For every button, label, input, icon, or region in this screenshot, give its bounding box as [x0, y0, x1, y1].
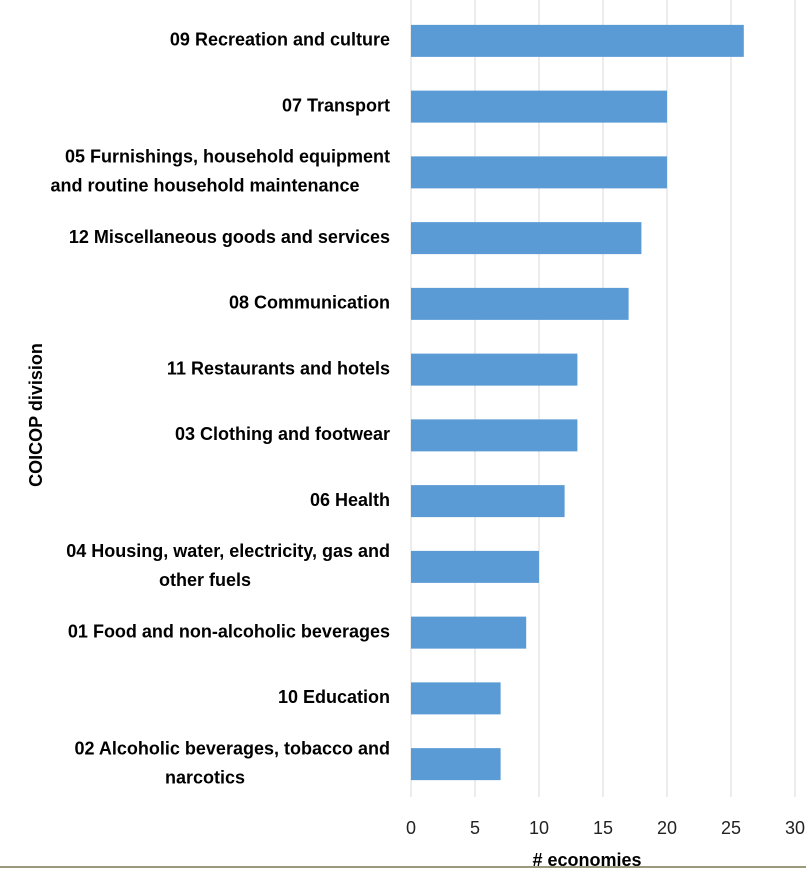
y-tick-label: 04 Housing, water, electricity, gas and — [66, 541, 390, 561]
bar — [411, 550, 539, 583]
bar — [411, 222, 642, 255]
x-axis-title: # economies — [532, 850, 641, 870]
y-tick-label: 06 Health — [310, 490, 390, 510]
y-tick-label: 09 Recreation and culture — [170, 30, 390, 50]
plot: 0 5 10 15 20 25 30 09 Recreation and culture 07 … — [50, 0, 805, 838]
y-tick-label: and routine household maintenance — [50, 176, 359, 196]
x-tick-label: 25 — [721, 818, 741, 838]
bar — [411, 287, 629, 320]
x-tick-label: 10 — [529, 818, 549, 838]
bar — [411, 90, 667, 123]
y-tick-label: 03 Clothing and footwear — [175, 424, 390, 444]
y-tick-label: 02 Alcoholic beverages, tobacco and — [75, 738, 390, 758]
bar — [411, 353, 578, 386]
x-tick-label: 30 — [785, 818, 805, 838]
x-tick-label: 20 — [657, 818, 677, 838]
y-tick-label: 08 Communication — [229, 293, 390, 313]
x-tick-label: 5 — [470, 818, 480, 838]
y-tick-label: 11 Restaurants and hotels — [167, 358, 390, 378]
bar — [411, 616, 527, 649]
y-tick-label: narcotics — [165, 767, 245, 787]
bar — [411, 682, 501, 715]
y-tick-label: 10 Education — [278, 687, 390, 707]
y-tick-label: 12 Miscellaneous goods and services — [69, 227, 390, 247]
y-tick-label: other fuels — [159, 570, 251, 590]
bar — [411, 485, 565, 518]
x-tick-label: 15 — [593, 818, 613, 838]
bar — [411, 24, 744, 57]
bar — [411, 156, 667, 189]
y-tick-label: 07 Transport — [282, 95, 390, 115]
y-tick-label: 01 Food and non-alcoholic beverages — [68, 621, 390, 641]
x-tick-label: 0 — [406, 818, 416, 838]
y-axis-title: COICOP division — [26, 343, 46, 487]
y-tick-label: 05 Furnishings, household equipment — [65, 147, 390, 167]
bar — [411, 748, 501, 781]
bar — [411, 419, 578, 452]
